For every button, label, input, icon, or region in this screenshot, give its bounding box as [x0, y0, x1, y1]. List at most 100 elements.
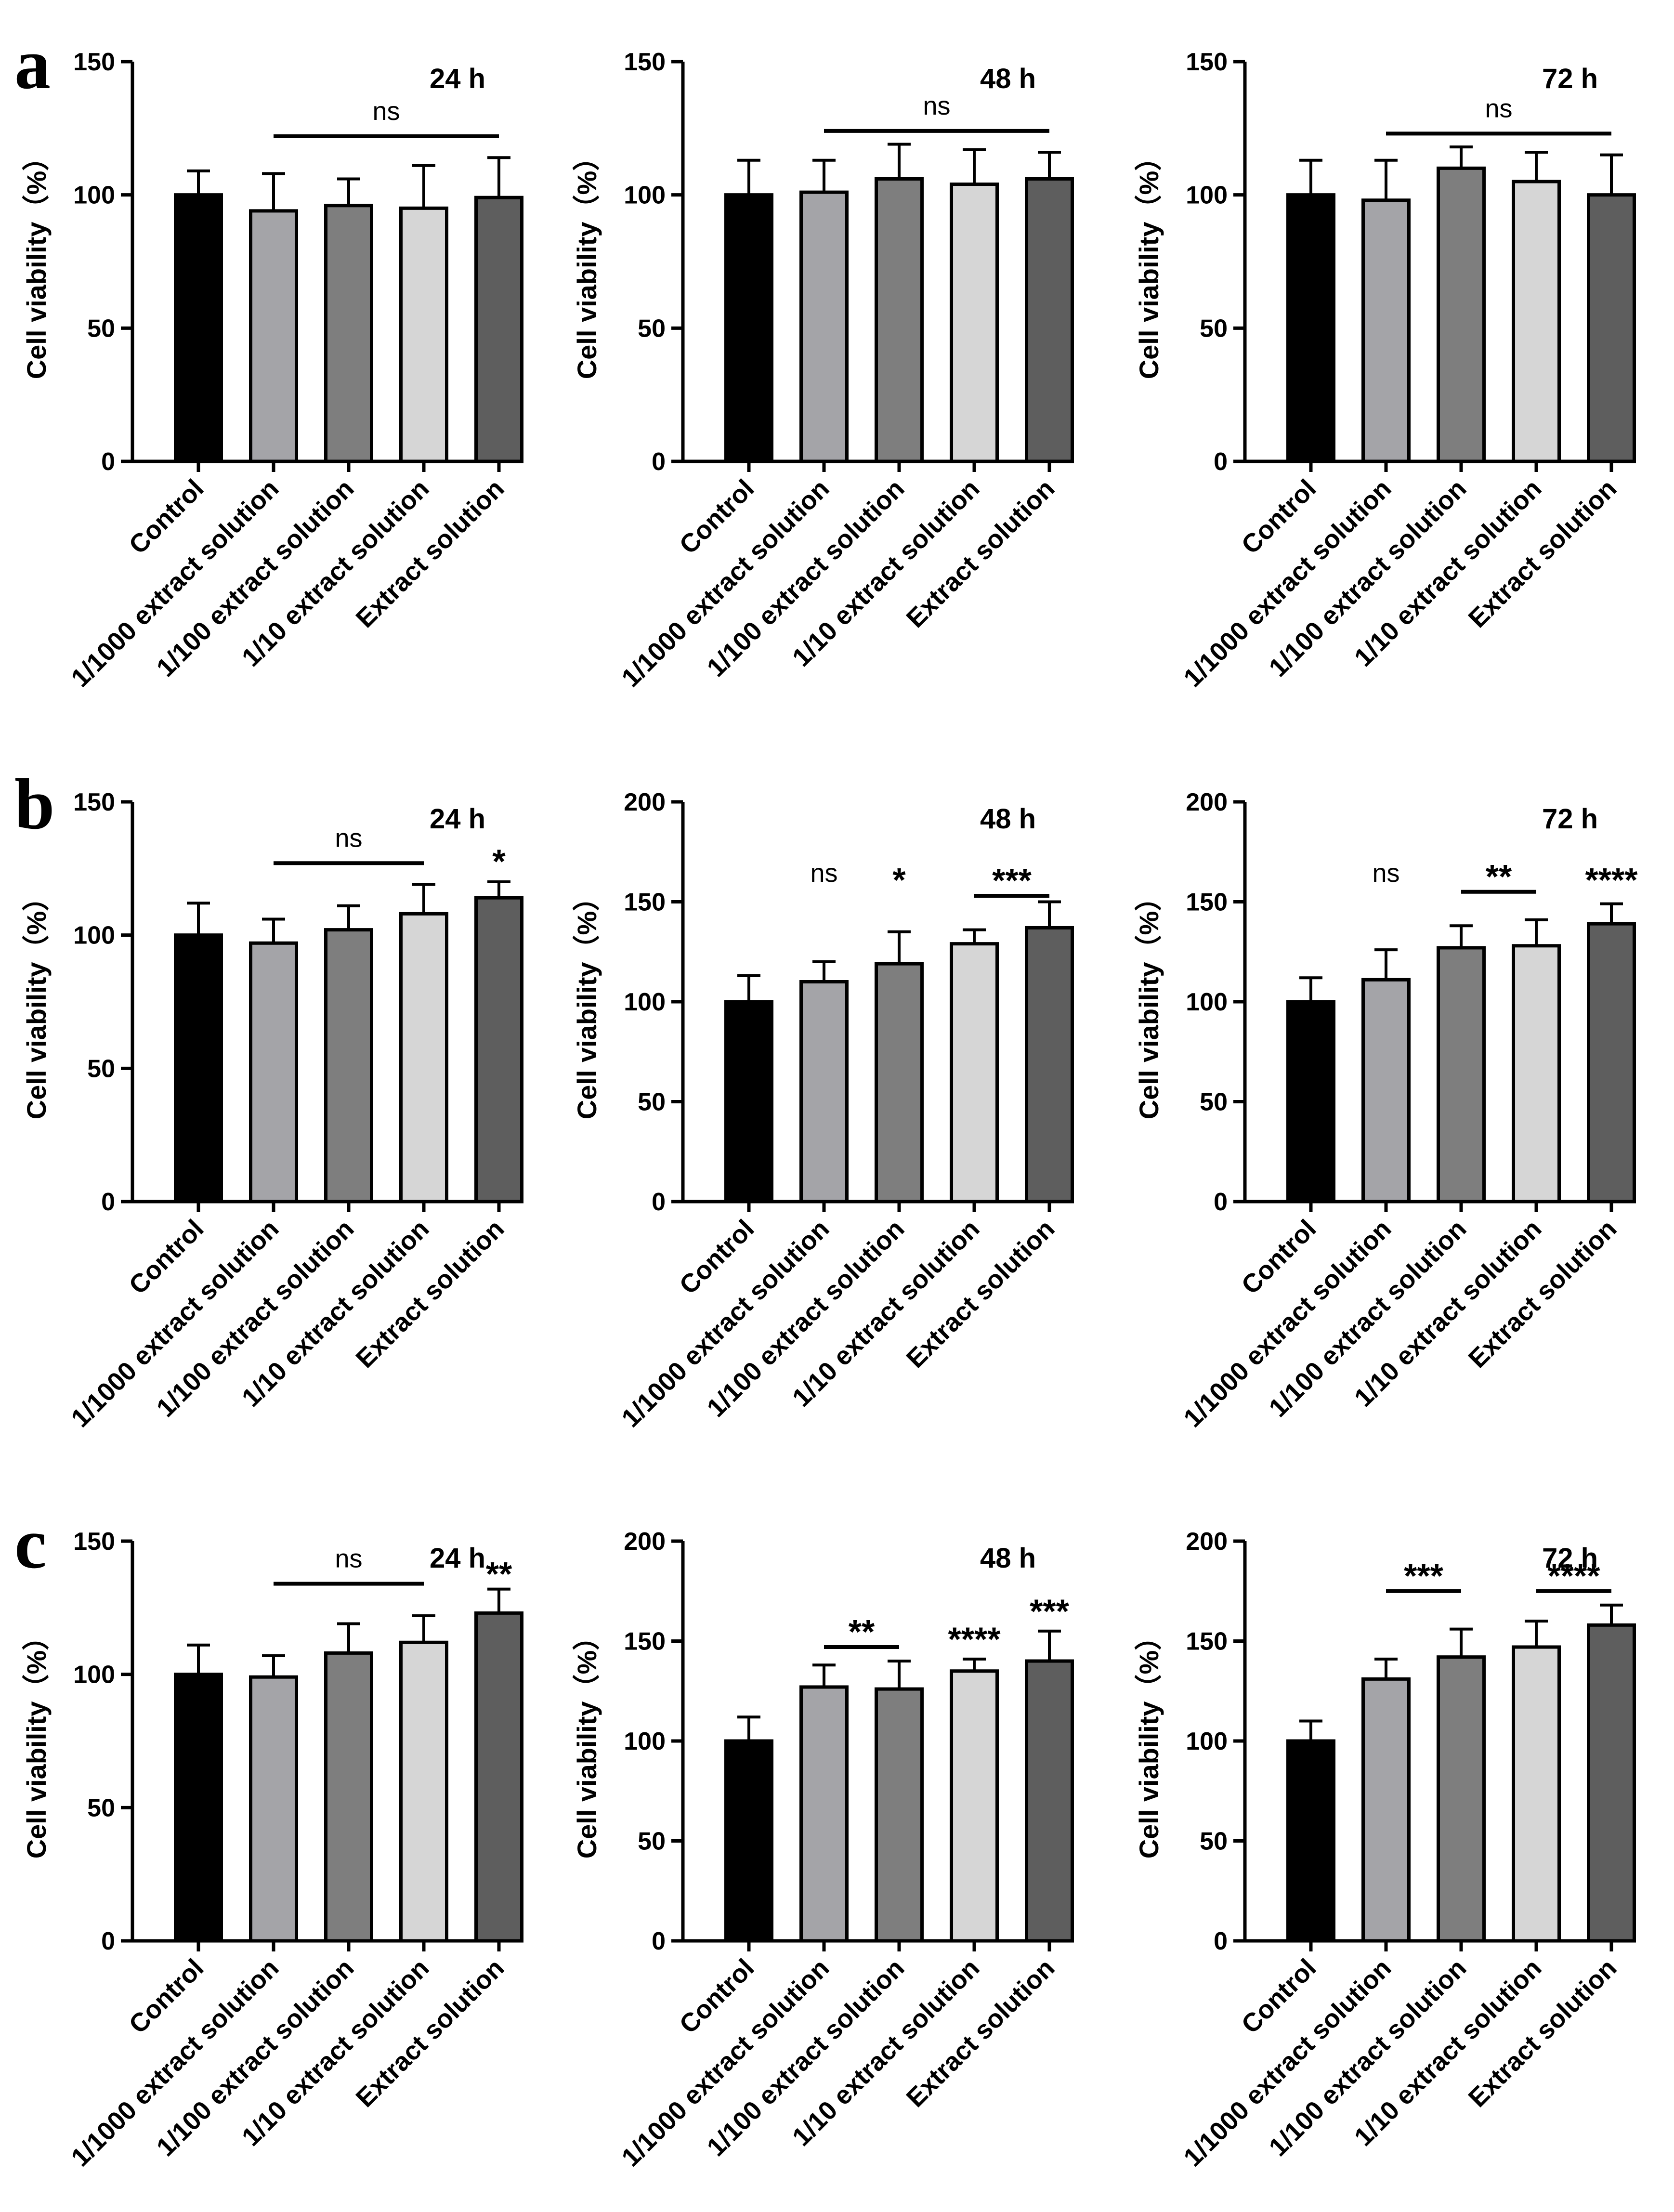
y-tick-label: 150 — [624, 48, 666, 76]
y-tick-label: 0 — [101, 448, 115, 476]
bar-4 — [1512, 944, 1561, 1204]
y-tick-label: 50 — [638, 1088, 666, 1116]
bar-2 — [799, 190, 849, 463]
y-tick-label: 200 — [1186, 1528, 1228, 1556]
y-tick-label: 100 — [624, 988, 666, 1016]
y-axis-title: Cell viability（%） — [572, 1623, 602, 1859]
bar-2 — [249, 1675, 298, 1943]
bar-2 — [799, 980, 849, 1204]
bar-3 — [324, 928, 373, 1204]
bar-2 — [249, 209, 298, 463]
bar-4 — [950, 942, 999, 1204]
y-axis-title: Cell viability（%） — [572, 144, 602, 380]
bar-4 — [399, 1640, 448, 1943]
y-tick-label: 0 — [652, 448, 666, 476]
bar-2 — [1361, 1677, 1411, 1943]
bar-4 — [399, 206, 448, 463]
bar-2 — [249, 941, 298, 1204]
y-tick-label: 150 — [73, 48, 115, 76]
bar-2 — [1361, 978, 1411, 1204]
y-axis-title: Cell viability（%） — [572, 884, 602, 1120]
panel-title: 48 h — [980, 63, 1036, 94]
significance-label: ** — [486, 1555, 512, 1593]
y-tick-label: 0 — [1214, 1927, 1228, 1955]
panel-title: 24 h — [430, 63, 485, 94]
bar-1 — [724, 1739, 773, 1943]
significance-label: **** — [1585, 861, 1638, 899]
significance-label: *** — [992, 862, 1032, 899]
bar-2 — [1361, 198, 1411, 463]
y-tick-label: 150 — [1186, 1628, 1228, 1656]
significance-label: ns — [372, 97, 400, 126]
panel-title: 24 h — [430, 1543, 485, 1574]
bar-5 — [1025, 926, 1074, 1204]
y-tick-label: 50 — [1200, 1828, 1228, 1856]
bar-1 — [724, 1000, 773, 1204]
significance-label: ns — [335, 1544, 362, 1573]
y-tick-label: 50 — [1200, 314, 1228, 342]
bar-5 — [1587, 1623, 1636, 1943]
y-tick-label: 100 — [73, 182, 115, 209]
bar-3 — [875, 962, 924, 1204]
y-tick-label: 50 — [638, 1828, 666, 1856]
bar-5 — [474, 196, 523, 463]
y-tick-label: 0 — [1214, 1188, 1228, 1216]
bar-1 — [1286, 193, 1335, 463]
y-tick-label: 100 — [1186, 988, 1228, 1016]
y-tick-label: 100 — [1186, 1728, 1228, 1755]
bar-4 — [399, 912, 448, 1204]
y-tick-label: 50 — [87, 1055, 115, 1083]
y-tick-label: 150 — [1186, 889, 1228, 916]
y-tick-label: 50 — [638, 314, 666, 342]
y-tick-label: 100 — [624, 182, 666, 209]
y-tick-label: 200 — [624, 788, 666, 816]
y-tick-label: 150 — [73, 788, 115, 816]
y-tick-label: 0 — [101, 1927, 115, 1955]
significance-label: *** — [1030, 1592, 1069, 1630]
bar-5 — [1025, 177, 1074, 463]
bar-3 — [875, 1687, 924, 1943]
y-tick-label: 200 — [1186, 788, 1228, 816]
significance-label: ns — [1485, 94, 1512, 123]
significance-label: **** — [1548, 1557, 1601, 1595]
y-tick-label: 200 — [624, 1528, 666, 1556]
significance-label: * — [892, 861, 906, 899]
y-tick-label: 150 — [624, 1628, 666, 1656]
significance-label: ** — [849, 1613, 875, 1650]
y-tick-label: 100 — [73, 1661, 115, 1689]
panel-title: 72 h — [1542, 63, 1598, 94]
y-tick-label: 100 — [73, 922, 115, 950]
bar-3 — [1437, 946, 1486, 1204]
panel-title: 72 h — [1542, 1543, 1598, 1574]
row-label-c: c — [14, 1504, 47, 1584]
bar-1 — [174, 1673, 223, 1943]
y-axis-title: Cell viability（%） — [1134, 884, 1164, 1120]
y-tick-label: 50 — [1200, 1088, 1228, 1116]
significance-label: ns — [335, 824, 362, 852]
panel-title: 48 h — [980, 803, 1036, 835]
significance-label: ns — [1372, 859, 1399, 888]
y-tick-label: 150 — [1186, 48, 1228, 76]
bar-3 — [324, 204, 373, 463]
bar-4 — [950, 1669, 999, 1943]
y-tick-label: 0 — [101, 1188, 115, 1216]
significance-label: *** — [1404, 1557, 1443, 1595]
bar-5 — [474, 1611, 523, 1943]
y-tick-label: 50 — [87, 1794, 115, 1822]
y-axis-title: Cell viability（%） — [1134, 144, 1164, 380]
significance-label: ns — [810, 859, 837, 888]
bar-1 — [1286, 1739, 1335, 1943]
y-tick-label: 100 — [624, 1728, 666, 1755]
bar-4 — [1512, 1645, 1561, 1943]
row-label-b: b — [14, 764, 54, 844]
